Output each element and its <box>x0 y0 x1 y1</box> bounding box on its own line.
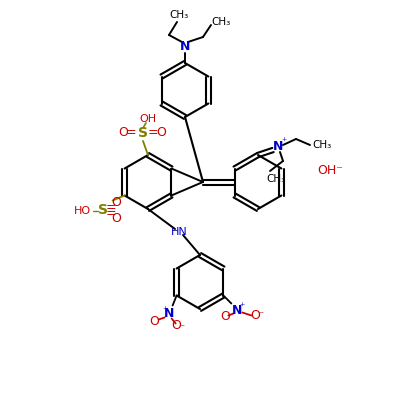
Text: OH: OH <box>140 114 156 124</box>
Text: =: = <box>126 126 136 140</box>
Text: N: N <box>273 140 283 154</box>
Text: CH₃: CH₃ <box>312 140 332 150</box>
Text: O: O <box>118 126 128 140</box>
Text: ⁻: ⁻ <box>259 310 264 320</box>
Text: O: O <box>220 310 230 323</box>
Text: CH₃: CH₃ <box>169 10 189 20</box>
Text: S: S <box>138 126 148 140</box>
Text: =: = <box>105 207 116 220</box>
Text: ⁻: ⁻ <box>179 324 184 334</box>
Text: O: O <box>112 212 122 225</box>
Text: ⁺: ⁺ <box>162 306 167 316</box>
Text: =: = <box>148 126 158 140</box>
Text: O: O <box>112 196 122 209</box>
Text: CH₃: CH₃ <box>266 174 285 184</box>
Text: O: O <box>156 126 166 140</box>
Text: N: N <box>164 307 174 320</box>
Text: OH⁻: OH⁻ <box>317 164 343 176</box>
Text: N: N <box>232 304 242 317</box>
Text: CH₃: CH₃ <box>211 17 231 27</box>
Text: O: O <box>172 319 182 332</box>
Text: O: O <box>250 309 260 322</box>
Text: =: = <box>105 201 116 214</box>
Text: N: N <box>180 40 190 54</box>
Text: ⁺: ⁺ <box>281 137 287 147</box>
Text: ⁺: ⁺ <box>240 302 245 312</box>
Text: HN: HN <box>171 227 187 237</box>
Text: S: S <box>98 204 108 218</box>
Text: HO: HO <box>74 206 91 216</box>
Text: O: O <box>150 315 160 328</box>
